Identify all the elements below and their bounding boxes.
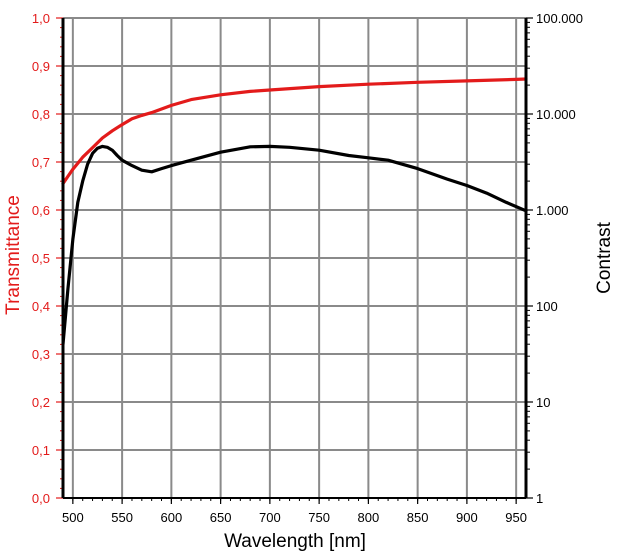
- right-tick-label: 10.000: [536, 107, 576, 122]
- x-tick-label: 650: [210, 510, 232, 525]
- left-tick-label: 0,6: [32, 203, 50, 218]
- x-tick-label: 550: [111, 510, 133, 525]
- left-tick-label: 0,1: [32, 443, 50, 458]
- x-tick-label: 900: [456, 510, 478, 525]
- left-tick-label: 0,5: [32, 251, 50, 266]
- contrast-series-line: [61, 144, 528, 346]
- left-tick-label: 0,4: [32, 299, 50, 314]
- right-tick-label: 10: [536, 395, 550, 410]
- transmittance-series-line: [61, 77, 528, 186]
- right-tick-label: 100: [536, 299, 558, 314]
- left-tick-label: 1,0: [32, 11, 50, 26]
- right-tick-label: 1: [536, 491, 543, 506]
- x-tick-label: 950: [505, 510, 527, 525]
- x-tick-label: 800: [358, 510, 380, 525]
- left-tick-label: 0,7: [32, 155, 50, 170]
- left-tick-label: 0,2: [32, 395, 50, 410]
- right-tick-label: 1.000: [536, 203, 569, 218]
- left-tick-label: 0,3: [32, 347, 50, 362]
- axes: [56, 17, 533, 504]
- tick-labels: 500 550 600 650 700 750 800 850 900 950 0,0 0,1 0,2 0…: [32, 11, 583, 525]
- grid-lines: [63, 17, 526, 498]
- series-lines: [61, 77, 528, 346]
- left-tick-label: 0,8: [32, 107, 50, 122]
- x-tick-label: 850: [407, 510, 429, 525]
- left-axis-title: Transmittance: [3, 195, 24, 315]
- x-tick-label: 700: [259, 510, 281, 525]
- right-tick-label: 100.000: [536, 11, 583, 26]
- left-tick-label: 0,9: [32, 59, 50, 74]
- x-tick-label: 600: [161, 510, 183, 525]
- left-tick-label: 0,0: [32, 491, 50, 506]
- right-axis-title: Contrast: [594, 221, 615, 294]
- x-axis-title: Wavelength [nm]: [224, 531, 366, 552]
- x-tick-label: 500: [62, 510, 84, 525]
- x-tick-label: 750: [308, 510, 330, 525]
